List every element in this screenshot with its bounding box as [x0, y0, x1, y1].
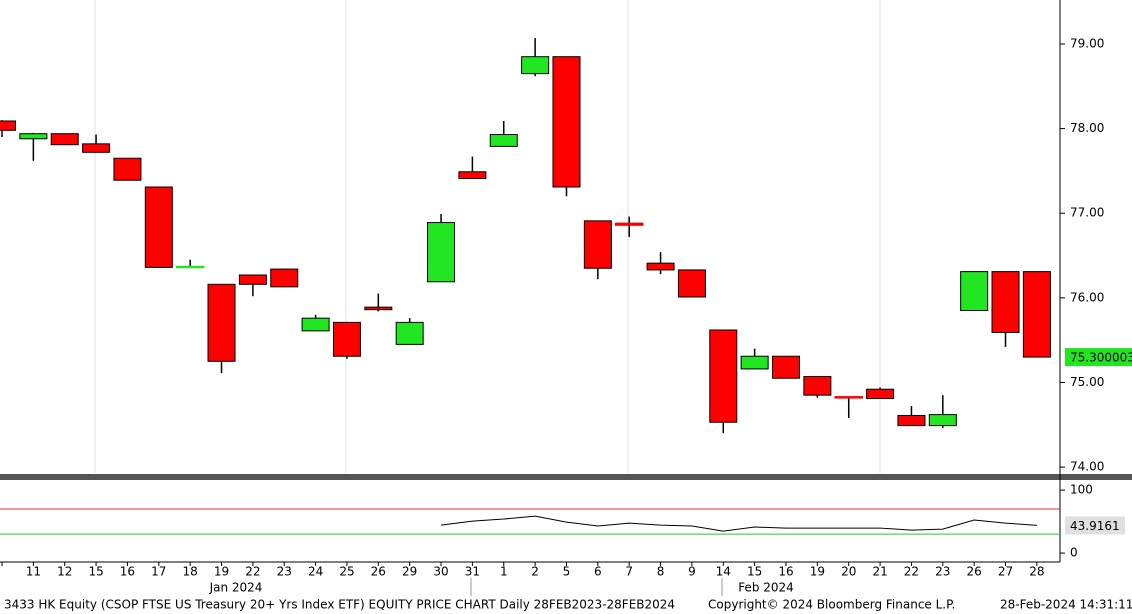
candle-body	[834, 396, 863, 399]
candle-body	[489, 134, 518, 147]
candle-body	[50, 133, 79, 146]
x-tick-label: 28	[1029, 565, 1044, 579]
panel-separator	[0, 474, 1132, 480]
x-tick-label: 23	[935, 565, 950, 579]
candle-body	[614, 222, 644, 226]
x-tick-label: 22	[904, 565, 919, 579]
candle-body	[238, 274, 267, 285]
x-tick-label: 19	[214, 565, 229, 579]
rsi-line	[440, 515, 1037, 532]
month-label: Feb 2024	[738, 581, 794, 595]
candle-body	[301, 317, 330, 332]
x-tick-label: 12	[57, 565, 72, 579]
x-tick-label: 14	[716, 565, 731, 579]
candle-body	[175, 265, 205, 269]
last-value-label: 43.9161	[1070, 519, 1120, 533]
candle-body	[1022, 271, 1051, 358]
candle-body	[991, 271, 1020, 334]
last-value-box	[1065, 348, 1132, 367]
x-tick-label: 15	[88, 565, 103, 579]
y-tick-label: 0	[1070, 546, 1078, 560]
candle-body	[458, 171, 487, 180]
x-tick-label: 16	[778, 565, 793, 579]
footer-copyright: Copyright© 2024 Bloomberg Finance L.P.	[708, 598, 955, 612]
candle-body	[897, 414, 926, 427]
month-label: Jan 2024	[209, 581, 263, 595]
x-grid	[94, 0, 881, 473]
candle-body	[207, 283, 236, 362]
y-tick-label: 78.00	[1070, 121, 1104, 135]
candle-body	[144, 186, 173, 268]
x-tick-label: 7	[625, 565, 633, 579]
candle-body	[803, 376, 832, 396]
x-tick-label: 26	[967, 565, 982, 579]
x-tick-label: 9	[688, 565, 696, 579]
footer-title: 3433 HK Equity (CSOP FTSE US Treasury 20…	[4, 598, 675, 612]
last-value-label: 75.300003	[1070, 351, 1132, 365]
candle-body	[740, 355, 769, 370]
x-tick-label: 21	[872, 565, 887, 579]
candle-body	[928, 414, 957, 427]
candle-body	[677, 269, 706, 298]
x-tick-label: 26	[371, 565, 386, 579]
candle-body	[960, 271, 989, 312]
candle-body	[270, 268, 299, 288]
x-tick-label: 25	[339, 565, 354, 579]
candle-body	[19, 133, 48, 140]
candle-body	[646, 262, 675, 271]
x-tick-label: 17	[151, 565, 166, 579]
candle-body	[709, 329, 738, 423]
footer-timestamp: 28-Feb-2024 14:31:11	[1000, 598, 1132, 612]
x-tick-label: 16	[120, 565, 135, 579]
candle-body	[521, 56, 550, 75]
x-tick-label: 1	[500, 565, 508, 579]
candle-body	[552, 56, 581, 188]
candle-body	[113, 157, 142, 181]
x-tick-label: 6	[594, 565, 602, 579]
x-tick-label: 2	[531, 565, 539, 579]
x-tick-label: 22	[245, 565, 260, 579]
x-tick-label: 11	[26, 565, 41, 579]
y-tick-label: 76.00	[1070, 290, 1104, 304]
y-tick-label: 75.00	[1070, 375, 1104, 389]
candle-body	[866, 388, 895, 400]
y-tick-label: 100	[1070, 483, 1093, 497]
x-tick-label: 31	[465, 565, 480, 579]
x-tick-label: 15	[747, 565, 762, 579]
y-tick-label: 77.00	[1070, 206, 1104, 220]
candle-body	[427, 222, 456, 283]
y-tick-label: 74.00	[1070, 460, 1104, 474]
candle-body	[395, 321, 424, 345]
y-tick-label: 79.00	[1070, 37, 1104, 51]
x-tick-label: 27	[998, 565, 1013, 579]
x-tick-label: 18	[183, 565, 198, 579]
candle-body	[332, 321, 361, 357]
x-tick-label: 5	[563, 565, 571, 579]
x-tick-label: 29	[402, 565, 417, 579]
x-tick-label: 24	[308, 565, 323, 579]
x-tick-label: 23	[277, 565, 292, 579]
candle-body	[0, 120, 16, 131]
last-value-box	[1065, 516, 1125, 535]
candle-body	[583, 220, 612, 269]
candle-body	[82, 143, 111, 153]
x-tick-label: 20	[841, 565, 856, 579]
candle-body	[364, 306, 393, 311]
x-tick-label: 19	[810, 565, 825, 579]
candle-body	[772, 355, 800, 379]
x-tick-label: 8	[657, 565, 665, 579]
x-tick-label: 30	[433, 565, 448, 579]
